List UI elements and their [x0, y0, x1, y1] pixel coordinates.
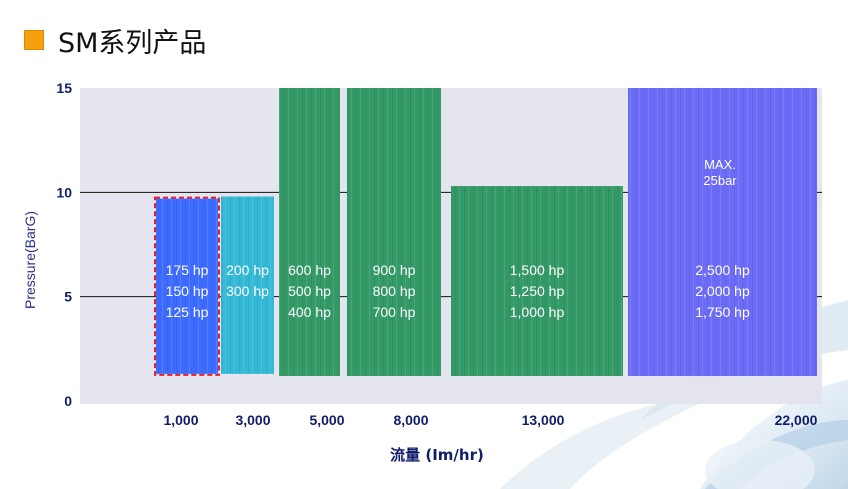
bar-hp-label: 600 hp [288, 262, 331, 278]
bar-highlight-outline [154, 196, 220, 376]
bar-hp-label: 300 hp [226, 283, 269, 299]
bar-texture [451, 186, 623, 376]
y-axis-title: Pressure(BarG) [22, 211, 38, 309]
bar-hp-label: 150 hp [166, 283, 209, 299]
x-tick-label: 13,000 [522, 412, 565, 428]
x-tick-label: 8,000 [393, 412, 428, 428]
bar-texture [628, 88, 817, 376]
bar-texture [221, 196, 274, 374]
bar-hp-label: 700 hp [373, 304, 416, 320]
x-tick-label: 5,000 [309, 412, 344, 428]
bar-group: 2,500 hp 2,000 hp 1,750 hp MAX.25bar [628, 88, 817, 376]
bars-layer: 175 hp 150 hp 125 hp 200 hp 300 hp 600 hp 500 … [154, 88, 817, 376]
bar-note-label: 25bar [703, 173, 737, 188]
bar-texture [347, 88, 441, 376]
bar-hp-label: 125 hp [166, 304, 209, 320]
bar-hp-label: 175 hp [166, 262, 209, 278]
bar-group: 1,500 hp 1,250 hp 1,000 hp [451, 186, 623, 376]
bar-hp-label: 400 hp [288, 304, 331, 320]
bar-hp-label: 1,000 hp [510, 304, 565, 320]
title-bullet-square [24, 30, 44, 50]
bar-texture [156, 198, 218, 374]
bar-hp-label: 1,750 hp [695, 304, 750, 320]
bar-hp-label: 900 hp [373, 262, 416, 278]
bar-hp-label: 1,500 hp [510, 262, 565, 278]
y-tick-label: 10 [56, 184, 72, 200]
slide-header: SM系列产品 [24, 20, 206, 60]
x-tick-label: 22,000 [775, 412, 818, 428]
slide-title: SM系列产品 [58, 27, 207, 59]
bar-hp-label: 800 hp [373, 283, 416, 299]
bar-group: 600 hp 500 hp 400 hp [279, 88, 340, 376]
y-tick-labels: 0 5 10 15 [56, 80, 72, 409]
x-tick-label: 3,000 [235, 412, 270, 428]
y-tick-label: 5 [64, 289, 72, 305]
bar-texture [279, 88, 340, 376]
bar-note-label: MAX. [704, 157, 736, 172]
bar-group: 200 hp 300 hp [221, 196, 274, 374]
y-tick-label: 0 [64, 393, 72, 409]
bar-hp-label: 2,500 hp [695, 262, 750, 278]
x-tick-label: 1,000 [163, 412, 198, 428]
bar-group: 175 hp 150 hp 125 hp [154, 196, 220, 376]
x-tick-labels: 1,000 3,000 5,000 8,000 13,000 22,000 [163, 412, 817, 428]
x-axis-title: 流量 (Im/hr) [390, 446, 484, 464]
bar-group: 900 hp 800 hp 700 hp [347, 88, 441, 376]
bar-hp-label: 200 hp [226, 262, 269, 278]
bar-hp-label: 1,250 hp [510, 283, 565, 299]
bar-hp-label: 2,000 hp [695, 283, 750, 299]
bar-hp-label: 500 hp [288, 283, 331, 299]
y-tick-label: 15 [56, 80, 72, 96]
